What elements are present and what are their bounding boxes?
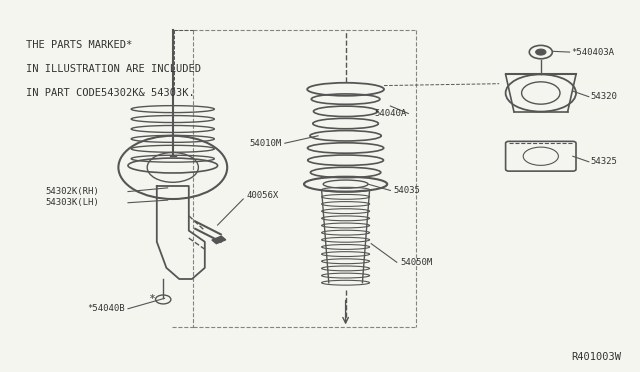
Text: 54010M: 54010M [250, 139, 282, 148]
Bar [212, 236, 226, 244]
Text: 54325: 54325 [590, 157, 617, 166]
Text: R401003W: R401003W [571, 352, 621, 362]
Text: IN ILLUSTRATION ARE INCLUDED: IN ILLUSTRATION ARE INCLUDED [26, 64, 200, 74]
Text: 54035: 54035 [394, 186, 420, 195]
Text: 54040A: 54040A [374, 109, 406, 118]
Text: *540403A: *540403A [571, 48, 614, 57]
Text: THE PARTS MARKED*: THE PARTS MARKED* [26, 40, 132, 49]
Text: 54050M: 54050M [400, 258, 432, 267]
Text: *54040B: *54040B [87, 304, 125, 313]
Text: 54320: 54320 [590, 92, 617, 101]
Circle shape [536, 49, 546, 55]
Text: 54303K(LH): 54303K(LH) [45, 198, 99, 207]
Text: IN PART CODE54302K& 54303K.: IN PART CODE54302K& 54303K. [26, 88, 195, 98]
Text: 54302K(RH): 54302K(RH) [45, 187, 99, 196]
Text: 40056X: 40056X [246, 191, 278, 200]
Text: *: * [150, 295, 155, 304]
